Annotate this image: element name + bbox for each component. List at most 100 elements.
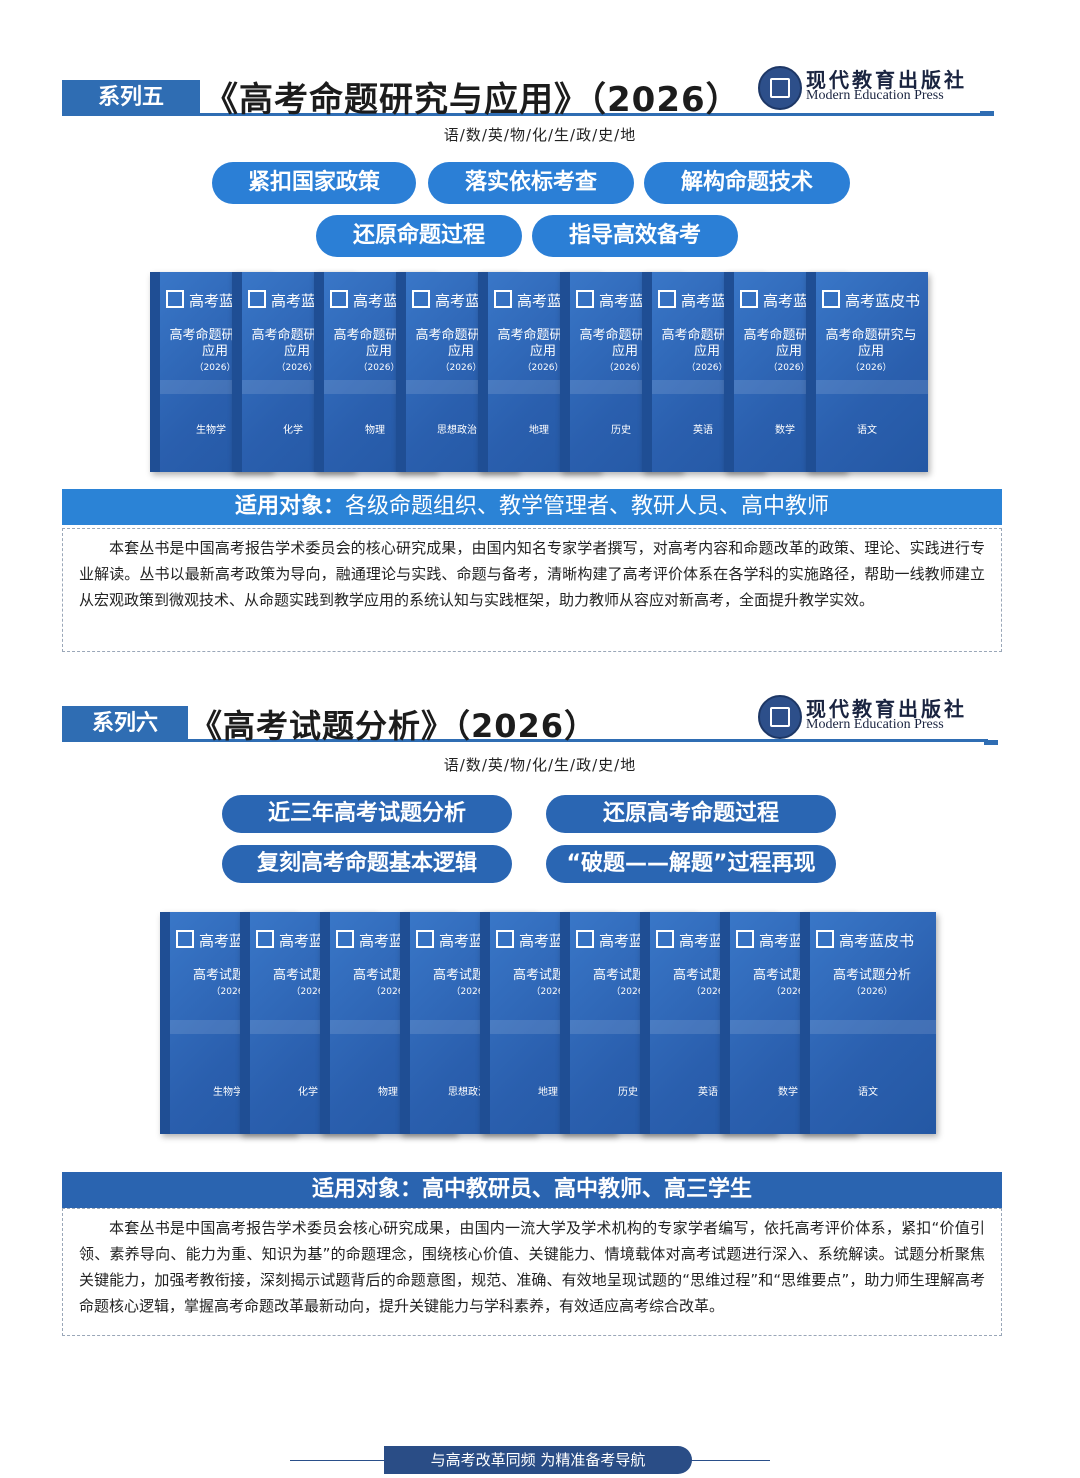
publisher-logo-2: 现代教育出版社 Modern Education Press [758, 695, 988, 739]
publisher-seal-icon [758, 66, 802, 110]
book-title: 高考试题分析 （2026） [814, 968, 930, 1000]
book-year: （2026） [371, 987, 413, 997]
series6-tag: 系列六 [66, 706, 184, 742]
publisher-name-en-2: Modern Education Press [806, 717, 944, 732]
series5-audience-label: 适用对象： [234, 494, 345, 519]
publisher-name-cn: 现代教育出版社 [806, 68, 967, 92]
book-logo-icon [412, 290, 430, 308]
series5-tick [980, 111, 994, 116]
book-spine [396, 272, 406, 472]
book-logo-icon [248, 290, 266, 308]
series5-book-9: 高考蓝皮书 高考命题研究与应用 （2026） 语文 [806, 272, 928, 472]
book-logo-icon [416, 930, 434, 948]
series6-pill-3: 复刻高考命题基本逻辑 [222, 845, 512, 883]
publisher-seal-icon-2 [758, 695, 802, 739]
series6-description: 本套丛书是中国高考报告学术委员会核心研究成果，由国内一流大学及学术机构的专家学者… [62, 1208, 1002, 1336]
book-spine [724, 272, 734, 472]
series6-title: 《高考试题分析》（2026） [190, 707, 598, 745]
book-spine [720, 912, 730, 1134]
series6-pill-2: 还原高考命题过程 [546, 795, 836, 833]
book-spine [240, 912, 250, 1134]
series5-audience: 各级命题组织、教学管理者、教研人员、高中教师 [345, 494, 830, 519]
book-logo-icon [576, 290, 594, 308]
book-logo-icon [176, 930, 194, 948]
series6-audience-label: 适用对象： [311, 1177, 422, 1202]
publisher-name-en: Modern Education Press [806, 88, 944, 103]
book-year: （2026） [211, 987, 253, 997]
book-year: （2026） [276, 363, 318, 373]
book-subject: 数学 [775, 425, 795, 436]
book-year: （2026） [768, 363, 810, 373]
series6-pill-4: “破题——解题”过程再现 [546, 845, 836, 883]
book-subject: 物理 [365, 425, 385, 436]
book-year: （2026） [771, 987, 813, 997]
book-subject: 历史 [611, 425, 631, 436]
book-brand: 高考蓝皮书 [816, 930, 914, 951]
series5-pill-3: 解构命题技术 [644, 162, 850, 204]
series5-title: 《高考命题研究与应用》（2026） [204, 80, 741, 120]
series6-tick [984, 740, 998, 745]
book-logo-icon [736, 930, 754, 948]
book-year: （2026） [850, 363, 892, 373]
series6-book-9: 高考蓝皮书高考试题分析 （2026） 语文 [800, 912, 936, 1134]
book-logo-icon [336, 930, 354, 948]
book-logo-icon [658, 290, 676, 308]
book-spine [480, 912, 490, 1134]
book-subject: 思想政治 [448, 1087, 488, 1098]
book-subject: 生物学 [196, 425, 226, 436]
book-spine [640, 912, 650, 1134]
publisher-name-cn-2: 现代教育出版社 [806, 697, 967, 721]
series6-book-stack: 高考蓝皮书 高考试题分析 （2026） 生物学 高考蓝皮书 高考试题分析 （2026） 化学高… [160, 912, 960, 1142]
series6-audience: 高中教研员、高中教师、高三学生 [422, 1177, 753, 1202]
book-spine [642, 272, 652, 472]
book-year: （2026） [440, 363, 482, 373]
book-logo-icon [496, 930, 514, 948]
series6-underline [188, 739, 988, 742]
book-spine [150, 272, 160, 472]
book-title: 高考命题研究与应用 （2026） [820, 328, 922, 376]
book-spine [478, 272, 488, 472]
book-year: （2026） [604, 363, 646, 373]
book-spine [560, 912, 570, 1134]
footer-slogan: 与高考改革同频 为精准备考导航 [384, 1446, 692, 1474]
book-spine [800, 912, 810, 1134]
book-subject: 化学 [298, 1087, 318, 1098]
series5-pill-1: 紧扣国家政策 [212, 162, 416, 204]
book-year: （2026） [531, 987, 573, 997]
book-subject: 生物学 [213, 1087, 243, 1098]
book-year: （2026） [611, 987, 653, 997]
book-subject: 数学 [778, 1087, 798, 1098]
book-subject: 地理 [529, 425, 549, 436]
book-year: （2026） [851, 987, 893, 997]
book-band [810, 1020, 936, 1034]
book-logo-icon [816, 930, 834, 948]
series5-audience-bar: 适用对象：各级命题组织、教学管理者、教研人员、高中教师 [62, 489, 1002, 525]
book-year: （2026） [691, 987, 733, 997]
book-spine [160, 912, 170, 1134]
series6-pill-1: 近三年高考试题分析 [222, 795, 512, 833]
book-subject: 语文 [858, 1087, 878, 1098]
book-logo-icon [822, 290, 840, 308]
book-spine [320, 912, 330, 1134]
book-year: （2026） [451, 987, 493, 997]
book-subject: 历史 [618, 1087, 638, 1098]
book-year: （2026） [522, 363, 564, 373]
book-subject: 英语 [698, 1087, 718, 1098]
series5-underline [200, 113, 990, 116]
book-subject: 语文 [857, 425, 877, 436]
book-subject: 英语 [693, 425, 713, 436]
book-spine [806, 272, 816, 472]
publisher-logo: 现代教育出版社 Modern Education Press [758, 66, 988, 110]
book-logo-icon [576, 930, 594, 948]
series5-pill-5: 指导高效备考 [532, 215, 738, 257]
book-subject: 思想政治 [437, 425, 477, 436]
book-band [816, 380, 928, 394]
book-year: （2026） [686, 363, 728, 373]
book-spine [560, 272, 570, 472]
book-logo-icon [494, 290, 512, 308]
book-spine [232, 272, 242, 472]
book-subject: 地理 [538, 1087, 558, 1098]
book-logo-icon [740, 290, 758, 308]
book-logo-icon [330, 290, 348, 308]
book-spine [400, 912, 410, 1134]
